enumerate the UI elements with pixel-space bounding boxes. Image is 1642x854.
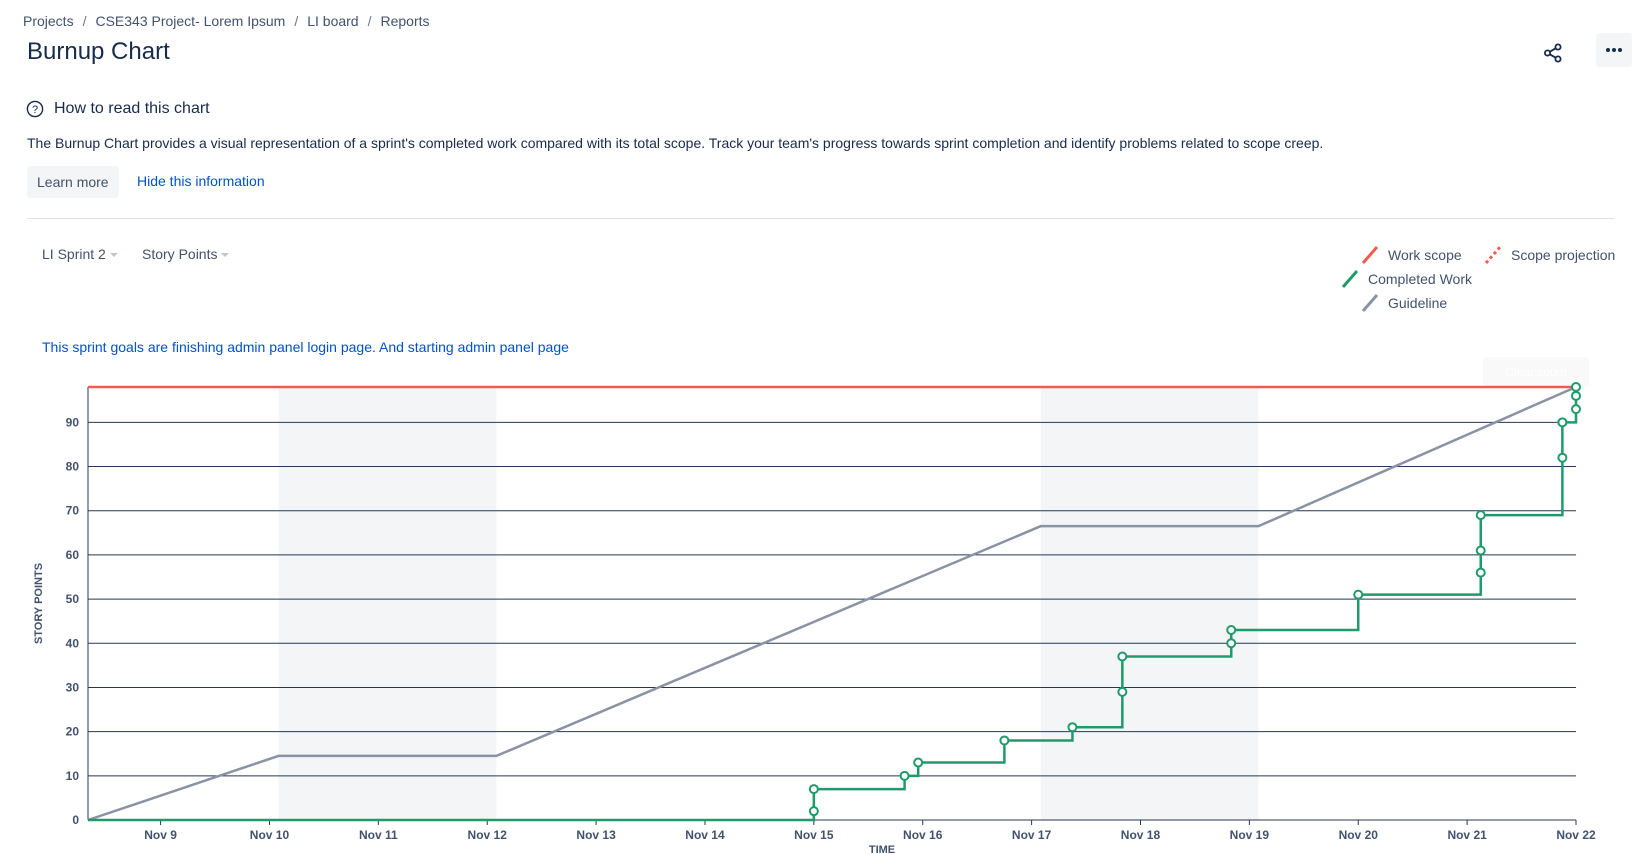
y-tick-label: 90	[66, 415, 80, 429]
y-tick-label: 40	[66, 636, 80, 650]
completed-work-point	[1226, 638, 1237, 649]
y-axis-title: STORY POINTS	[33, 563, 45, 644]
hide-information-link[interactable]: Hide this information	[137, 173, 265, 189]
guideline-line	[87, 385, 1577, 822]
sprint-goal: This sprint goals are finishing admin pa…	[42, 339, 569, 355]
breadcrumb-separator: /	[367, 13, 372, 29]
completed-work-point	[1117, 686, 1128, 697]
work-scope-swatch	[1361, 246, 1379, 264]
estimation-select-value: Story Points	[142, 246, 218, 262]
y-tick-label: 70	[66, 504, 80, 518]
x-tick-label: Nov 14	[685, 828, 725, 842]
completed-work-point	[1067, 722, 1078, 733]
info-description: The Burnup Chart provides a visual repre…	[27, 135, 1324, 151]
x-tick-label: Nov 20	[1339, 828, 1379, 842]
completed-work-point	[1571, 382, 1581, 392]
completed-work-point	[1226, 625, 1237, 636]
completed-work-point	[913, 757, 924, 768]
legend-completed-work[interactable]: Completed Work	[1340, 269, 1472, 289]
learn-more-button[interactable]: Learn more	[27, 166, 119, 198]
x-tick-label: Nov 11	[359, 828, 398, 842]
completed-work-point	[999, 735, 1010, 746]
x-tick-label: Nov 21	[1447, 828, 1487, 842]
completed-work-point	[1117, 651, 1128, 662]
x-tick-label: Nov 19	[1230, 828, 1270, 842]
breadcrumb-separator: /	[294, 13, 299, 29]
completed-work-point	[1475, 510, 1486, 521]
more-actions-button[interactable]	[1596, 33, 1632, 67]
x-tick-label: Nov 9	[144, 828, 177, 842]
completed-work-point	[1353, 589, 1364, 600]
more-icon	[1606, 48, 1622, 52]
y-tick-label: 0	[72, 813, 79, 827]
info-title: How to read this chart	[54, 100, 210, 117]
completed-work-point	[899, 770, 910, 781]
y-tick-label: 10	[66, 769, 80, 783]
legend-label: Guideline	[1388, 295, 1448, 311]
question-circle-icon: ?	[26, 100, 44, 118]
guideline-swatch	[1361, 294, 1379, 312]
sprint-select[interactable]: LI Sprint 2	[42, 246, 118, 262]
svg-text:?: ?	[32, 104, 38, 116]
breadcrumb-project[interactable]: CSE343 Project- Lorem Ipsum	[95, 13, 286, 29]
info-header: ? How to read this chart	[26, 100, 210, 118]
y-tick-label: 20	[66, 725, 80, 739]
completed-work-point	[808, 784, 819, 795]
completed-work-point	[1475, 545, 1486, 556]
y-tick-label: 80	[66, 460, 80, 474]
divider	[27, 218, 1614, 219]
chevron-down-icon	[221, 252, 230, 257]
completed-work-point	[1557, 452, 1568, 463]
legend-guideline[interactable]: Guideline	[1360, 293, 1447, 313]
breadcrumb-board[interactable]: LI board	[307, 13, 359, 29]
breadcrumb-separator: /	[82, 13, 87, 29]
x-tick-label: Nov 13	[576, 828, 616, 842]
non-working-band	[1040, 387, 1259, 820]
legend-scope-projection[interactable]: Scope projection	[1483, 245, 1615, 265]
legend-work-scope[interactable]: Work scope	[1360, 245, 1462, 265]
x-tick-label: Nov 17	[1012, 828, 1052, 842]
non-working-band	[278, 387, 497, 820]
legend-label: Work scope	[1388, 247, 1462, 263]
completed-work-point	[1571, 390, 1581, 401]
completed-work-point	[808, 806, 819, 817]
page-title: Burnup Chart	[27, 38, 170, 65]
completed-work-swatch	[1341, 270, 1359, 288]
y-tick-label: 50	[66, 592, 80, 606]
x-tick-label: Nov 16	[903, 828, 943, 842]
legend-label: Scope projection	[1511, 247, 1616, 263]
sprint-select-value: LI Sprint 2	[42, 246, 106, 262]
clear-zoom-button[interactable]: Clear zoom	[1483, 357, 1589, 387]
y-tick-label: 60	[66, 548, 80, 562]
x-axis-title: TIME	[869, 844, 895, 854]
chevron-down-icon	[109, 252, 118, 257]
completed-work-point	[1571, 404, 1581, 415]
breadcrumb-reports[interactable]: Reports	[380, 13, 430, 29]
share-button[interactable]	[1537, 37, 1569, 69]
x-tick-label: Nov 10	[250, 828, 290, 842]
y-tick-label: 30	[66, 680, 80, 694]
breadcrumb: Projects / CSE343 Project- Lorem Ipsum /…	[23, 13, 430, 29]
estimation-select[interactable]: Story Points	[142, 246, 230, 262]
x-tick-label: Nov 15	[794, 828, 834, 842]
x-tick-label: Nov 12	[468, 828, 508, 842]
completed-work-point	[1475, 567, 1486, 578]
x-tick-label: Nov 18	[1121, 828, 1161, 842]
share-icon	[1544, 43, 1562, 63]
legend-label: Completed Work	[1368, 271, 1473, 287]
breadcrumb-projects[interactable]: Projects	[23, 13, 74, 29]
completed-work-point	[1557, 417, 1568, 428]
x-tick-label: Nov 22	[1556, 828, 1596, 842]
